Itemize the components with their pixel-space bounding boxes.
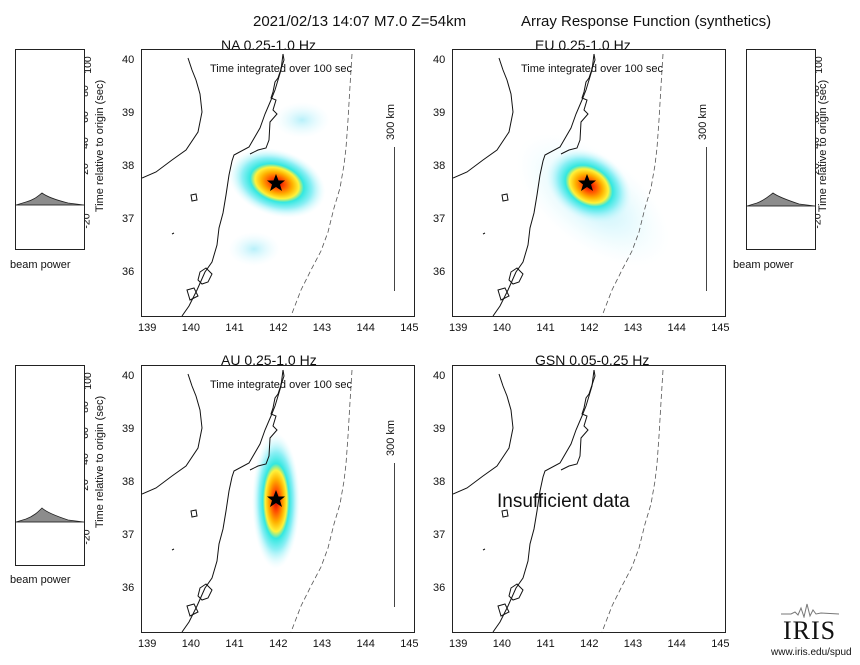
seismogram-logo-icon <box>781 603 839 618</box>
panel-na-subtitle: Time integrated over 100 sec <box>210 63 353 75</box>
lon-tick-label: 143 <box>312 638 332 650</box>
lon-tick-label: 139 <box>138 322 157 334</box>
insufficient-data-message: Insufficient data <box>497 491 630 512</box>
lon-tick-label: 143 <box>623 638 643 650</box>
lat-tick-label: 37 <box>433 213 446 225</box>
lat-tick-label: 36 <box>433 582 446 594</box>
lon-tick-label: 145 <box>400 322 419 334</box>
panel-na-scale-label: 300 km <box>385 103 398 141</box>
map-panel-na <box>141 49 415 317</box>
lon-tick-label: 144 <box>667 322 686 334</box>
iris-url: www.iris.edu/spud <box>771 647 852 658</box>
lon-tick-label: 140 <box>492 322 512 334</box>
lat-tick-label: 38 <box>122 160 135 172</box>
panel-au-scale-bar <box>394 463 397 607</box>
lon-tick-label: 142 <box>269 322 288 334</box>
lat-tick-label: 39 <box>122 423 135 435</box>
lon-tick-label: 140 <box>181 322 201 334</box>
lat-tick-label: 40 <box>122 370 135 382</box>
lat-tick-label: 37 <box>122 529 135 541</box>
panel-eu-scale-bar <box>706 147 709 291</box>
lat-tick-label: 37 <box>433 529 446 541</box>
event-info: 2021/02/13 14:07 M7.0 Z=54km <box>253 13 467 30</box>
panel-eu-subtitle: Time integrated over 100 sec <box>521 63 664 75</box>
lon-tick-label: 141 <box>225 638 244 650</box>
figure-title: Array Response Function (synthetics) <box>521 13 772 30</box>
lon-tick-label: 141 <box>536 322 555 334</box>
lon-tick-label: 140 <box>492 638 512 650</box>
lon-tick-label: 144 <box>667 638 686 650</box>
panel-gsn-title: GSN 0.05-0.25 Hz <box>535 352 650 368</box>
lon-tick-label: 142 <box>580 638 599 650</box>
lon-tick-label: 145 <box>711 638 730 650</box>
lat-tick-label: 38 <box>433 160 446 172</box>
lon-tick-label: 143 <box>312 322 332 334</box>
map-panel-au <box>141 365 415 633</box>
lat-tick-label: 40 <box>433 54 446 66</box>
lon-tick-label: 144 <box>356 638 375 650</box>
lon-tick-label: 141 <box>225 322 244 334</box>
lat-tick-label: 36 <box>433 266 446 278</box>
lon-tick-label: 145 <box>400 638 419 650</box>
beam-caption-au: beam power <box>10 574 71 586</box>
lon-tick-label: 140 <box>181 638 201 650</box>
beam-axis-label-au: Time relative to origin (sec) <box>94 395 106 529</box>
lat-tick-label: 40 <box>122 54 135 66</box>
lat-tick-label: 40 <box>433 370 446 382</box>
map-panel-eu <box>452 49 726 317</box>
lat-tick-label: 38 <box>122 476 135 488</box>
lon-tick-label: 139 <box>449 638 468 650</box>
beam-plot-na <box>15 49 85 250</box>
beam-plot-eu <box>746 49 816 250</box>
lat-tick-label: 36 <box>122 582 135 594</box>
lon-tick-label: 139 <box>138 638 157 650</box>
lon-tick-label: 143 <box>623 322 643 334</box>
lat-tick-label: 39 <box>433 107 446 119</box>
lon-tick-label: 142 <box>580 322 599 334</box>
lat-tick-label: 37 <box>122 213 135 225</box>
lon-tick-label: 139 <box>449 322 468 334</box>
panel-eu-scale-label: 300 km <box>697 103 710 141</box>
lon-tick-label: 141 <box>536 638 555 650</box>
lat-tick-label: 36 <box>122 266 135 278</box>
beam-plot-au <box>15 365 85 566</box>
lon-tick-label: 145 <box>711 322 730 334</box>
panel-au-scale-label: 300 km <box>385 419 398 457</box>
panel-au-title: AU 0.25-1.0 Hz <box>221 352 317 368</box>
panel-au-subtitle: Time integrated over 100 sec <box>210 379 353 391</box>
lon-tick-label: 142 <box>269 638 288 650</box>
beam-caption-eu: beam power <box>733 259 794 271</box>
panel-na-scale-bar <box>394 147 397 291</box>
lat-tick-label: 39 <box>122 107 135 119</box>
beam-caption-na: beam power <box>10 259 71 271</box>
beam-axis-label-eu: Time relative to origin (sec) <box>817 79 829 213</box>
lat-tick-label: 39 <box>433 423 446 435</box>
lon-tick-label: 144 <box>356 322 375 334</box>
map-panel-gsn <box>452 365 726 633</box>
lat-tick-label: 38 <box>433 476 446 488</box>
iris-logo: IRIS <box>783 616 837 645</box>
beam-axis-label-na: Time relative to origin (sec) <box>94 79 106 213</box>
